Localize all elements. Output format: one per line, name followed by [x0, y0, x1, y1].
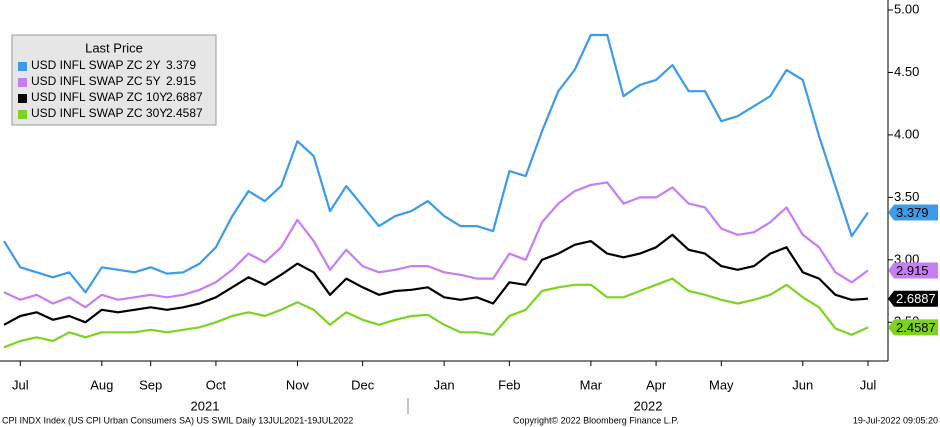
- legend-value: 3.379: [166, 58, 196, 72]
- value-tag-label: 2.6887: [896, 291, 936, 306]
- value-tag-label: 3.379: [896, 205, 929, 220]
- legend-swatch: [18, 110, 27, 119]
- series-line: [3, 33, 869, 294]
- value-tag: [888, 290, 938, 307]
- footer-copyright: Copyright© 2022 Bloomberg Finance L.P.: [513, 415, 679, 425]
- x-tick-label: Oct: [206, 377, 227, 392]
- value-tag: [888, 319, 938, 336]
- value-tag-label: 2.4587: [896, 320, 936, 335]
- legend-value: 2.6887: [166, 90, 203, 104]
- y-tick-label: 5.00: [894, 1, 919, 16]
- year-label: 2021: [191, 398, 220, 413]
- x-tick-label: Feb: [498, 377, 520, 392]
- legend-value: 2.4587: [166, 106, 203, 120]
- plot-area: [3, 33, 869, 349]
- legend-label: USD INFL SWAP ZC 10Y: [31, 90, 167, 104]
- legend-label: USD INFL SWAP ZC 5Y: [31, 74, 161, 88]
- x-tick-label: Apr: [646, 377, 667, 392]
- legend-box: [11, 34, 217, 126]
- y-tick-label: 4.00: [894, 126, 919, 141]
- y-tick-label: 3.50: [894, 189, 919, 204]
- y-tick-label: 4.50: [894, 64, 919, 79]
- x-tick-label: Dec: [351, 377, 375, 392]
- x-tick-label: Jan: [434, 377, 455, 392]
- year-label: 2022: [634, 398, 663, 413]
- legend-swatch: [18, 78, 27, 87]
- series-line: [3, 277, 869, 349]
- footer-source: CPI INDX Index (US CPI Urban Consumers S…: [2, 415, 353, 425]
- x-tick-label: Jul: [12, 377, 29, 392]
- series-line: [3, 181, 869, 309]
- x-tick-label: Nov: [286, 377, 310, 392]
- value-tag: [888, 204, 938, 221]
- x-tick-label: Aug: [90, 377, 113, 392]
- legend-swatch: [18, 94, 27, 103]
- x-tick-label: May: [709, 377, 734, 392]
- legend-label: USD INFL SWAP ZC 2Y: [31, 58, 161, 72]
- x-tick-label: Jun: [792, 377, 813, 392]
- value-tag: [888, 262, 938, 279]
- x-tick-label: Sep: [139, 377, 162, 392]
- legend-label: USD INFL SWAP ZC 30Y: [31, 106, 167, 120]
- legend: Last Price USD INFL SWAP ZC 2Y 3.379 USD I…: [11, 34, 217, 126]
- legend-value: 2.915: [166, 74, 196, 88]
- footer-timestamp: 19-Jul-2022 09:05:20: [853, 415, 938, 425]
- legend-title: Last Price: [85, 40, 143, 55]
- x-tick-label: Jul: [860, 377, 877, 392]
- series-line: [3, 233, 869, 326]
- legend-swatch: [18, 62, 27, 71]
- value-tag-label: 2.915: [896, 263, 929, 278]
- x-tick-label: Mar: [580, 377, 603, 392]
